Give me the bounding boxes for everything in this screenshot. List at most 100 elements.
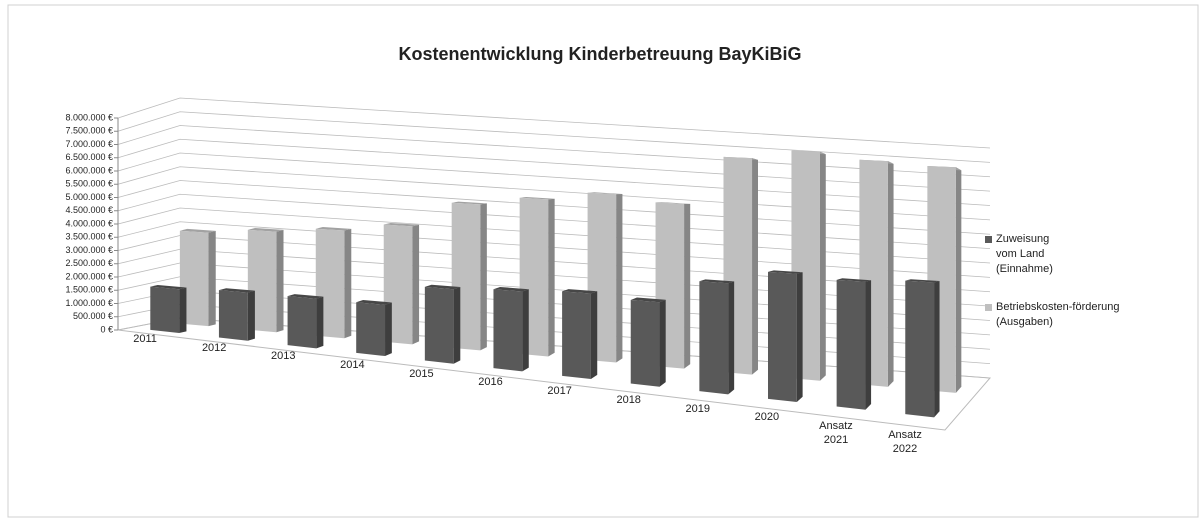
bar — [630, 299, 660, 387]
x-tick-label: 2014 — [340, 359, 365, 371]
bar-top — [836, 278, 872, 282]
bar — [287, 296, 317, 349]
legend-entry: Zuweisung vom Land (Einnahme) — [985, 232, 1067, 277]
bar-side — [796, 272, 803, 403]
bar-side — [548, 198, 555, 357]
grid-line — [117, 221, 991, 278]
bar — [150, 286, 180, 334]
legend-label: Zuweisung vom Land (Einnahme) — [996, 233, 1053, 275]
bar-top — [356, 300, 392, 305]
bar-side — [522, 289, 529, 372]
bar-side — [208, 230, 216, 327]
bar-side — [480, 203, 487, 351]
bar-top — [768, 270, 803, 274]
bar — [562, 291, 591, 380]
bar-side — [316, 296, 324, 349]
bar-side — [865, 280, 872, 410]
bar-side — [590, 291, 598, 380]
bar-side — [247, 290, 255, 341]
grid-line — [117, 138, 991, 192]
bar — [247, 229, 277, 333]
bar — [768, 271, 797, 403]
y-tick-label: 6.500.000 € — [65, 152, 113, 162]
bar-top — [562, 289, 598, 294]
legend-label: Betriebskosten-förderung (Ausgaben) — [996, 301, 1120, 328]
bar — [836, 279, 866, 410]
y-tick-label: 6.000.000 € — [65, 165, 113, 175]
bar-side — [385, 302, 392, 357]
x-tick-label: Ansatz 2021 — [819, 420, 853, 447]
bar — [493, 289, 523, 372]
bar — [179, 230, 209, 327]
bar-side — [955, 167, 962, 393]
bar-side — [412, 224, 420, 345]
chart-title: Kostenentwicklung Kinderbetreuung BayKiB… — [398, 44, 801, 64]
x-tick-label: 2016 — [478, 376, 503, 389]
bar — [699, 281, 729, 395]
bar-top — [905, 279, 940, 283]
y-tick-label: 5.000.000 € — [65, 192, 113, 202]
bar-side — [616, 193, 623, 363]
bar-top — [493, 286, 529, 292]
bar-top — [424, 284, 461, 290]
bar-side — [344, 228, 352, 339]
x-tick-label: 2013 — [271, 350, 296, 363]
y-tick-label: 1.500.000 € — [65, 285, 113, 295]
grid-line — [117, 125, 991, 178]
bar-top — [630, 297, 666, 303]
x-tick-label: 2015 — [409, 367, 434, 380]
y-tick-label: 8.000.000 € — [65, 112, 113, 122]
bar-top — [247, 227, 284, 232]
bar-side — [819, 151, 826, 381]
bar-top — [587, 192, 623, 195]
x-tick-label: 2019 — [685, 402, 711, 415]
grid-line — [117, 207, 991, 264]
bar-side — [659, 299, 666, 387]
x-tick-label: 2018 — [616, 393, 641, 406]
bar-top — [179, 228, 216, 233]
bar-top — [655, 202, 691, 204]
y-tick-label: 0 € — [100, 324, 113, 334]
bar-side — [887, 161, 894, 387]
grid-line — [117, 152, 991, 206]
y-tick-label: 2.000.000 € — [65, 271, 113, 281]
bar-side — [276, 229, 284, 333]
bar — [424, 286, 454, 364]
bar-top — [287, 294, 324, 299]
y-tick-label: 500.000 € — [73, 311, 113, 321]
bar-side — [934, 281, 940, 418]
y-tick-label: 3.500.000 € — [65, 232, 113, 242]
bar — [218, 290, 248, 341]
x-tick-label: 2017 — [547, 385, 572, 398]
bar — [356, 302, 386, 357]
y-tick-label: 7.000.000 € — [65, 139, 113, 149]
bar-top — [699, 279, 735, 284]
legend-swatch — [985, 304, 992, 311]
y-tick-label: 3.000.000 € — [65, 245, 113, 255]
y-tick-label: 7.500.000 € — [65, 126, 113, 136]
bar-top — [315, 226, 352, 231]
grid-line — [117, 97, 991, 149]
bar — [905, 280, 935, 418]
y-tick-label: 5.500.000 € — [65, 179, 113, 189]
bar-top — [519, 197, 555, 200]
bar-top — [218, 288, 255, 293]
y-tick-label: 1.000.000 € — [65, 298, 113, 308]
grid-line — [117, 111, 991, 163]
bar-side — [728, 281, 735, 395]
bar-side — [179, 287, 187, 334]
legend-swatch — [985, 236, 992, 243]
bar-side — [684, 203, 691, 369]
x-tick-label: Ansatz 2022 — [888, 428, 922, 455]
y-tick-label: 4.500.000 € — [65, 205, 113, 215]
grid-line — [117, 180, 991, 235]
y-tick-label: 4.000.000 € — [65, 218, 113, 228]
legend-entry: Betriebskosten-förderung (Ausgaben) — [985, 300, 1135, 330]
bar-side — [453, 286, 461, 364]
grid-line — [117, 166, 991, 221]
bar-top — [451, 201, 487, 205]
x-tick-label: 2012 — [201, 341, 227, 354]
bar-top — [383, 222, 420, 227]
